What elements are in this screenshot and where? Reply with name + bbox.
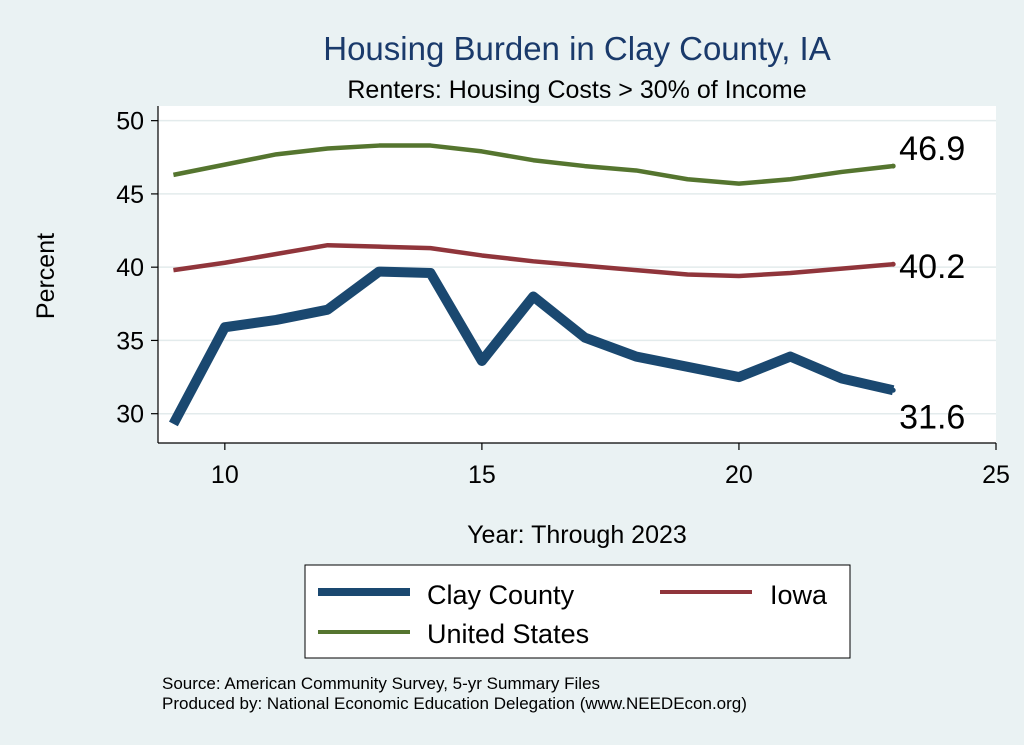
y-tick-label: 45	[116, 181, 144, 209]
x-tick-label: 25	[982, 461, 1010, 489]
legend-label-clay-county: Clay County	[427, 580, 575, 610]
y-tick-label: 40	[116, 254, 144, 282]
legend-box	[304, 564, 851, 659]
chart-subtitle: Renters: Housing Costs > 30% of Income	[347, 76, 806, 104]
axes-layer: 30 35 40 45 50 10 15 20 25	[116, 106, 1010, 489]
series-endpoint-united-states	[890, 163, 896, 169]
x-tick-label: 10	[211, 461, 239, 489]
x-tick-label: 20	[725, 461, 753, 489]
chart-title: Housing Burden in Clay County, IA	[323, 30, 831, 67]
y-tick-label: 30	[116, 401, 144, 429]
source-note: Source: American Community Survey, 5-yr …	[162, 674, 600, 693]
plot-background	[158, 106, 996, 443]
legend: Clay County Iowa United States	[304, 564, 851, 659]
series-endpoint-clay-county	[890, 387, 896, 393]
series-line-united-states	[172, 143, 894, 186]
series-endpoint-iowa	[890, 261, 896, 267]
legend-label-iowa: Iowa	[770, 580, 828, 610]
series-layer: 46.9 40.2 31.6	[169, 130, 965, 436]
y-axis-title: Percent	[32, 233, 60, 319]
producer-note: Produced by: National Economic Education…	[162, 694, 747, 713]
x-tick-label: 15	[468, 461, 496, 489]
end-label-united-states: 46.9	[899, 130, 965, 168]
series-line-clay-county	[169, 266, 895, 427]
series-line-iowa	[173, 242, 894, 279]
legend-label-united-states: United States	[427, 619, 589, 649]
y-tick-label: 50	[116, 108, 144, 136]
end-label-clay-county: 31.6	[899, 398, 965, 436]
end-label-iowa: 40.2	[899, 248, 965, 286]
x-axis-title: Year: Through 2023	[467, 521, 687, 549]
y-tick-label: 35	[116, 327, 144, 355]
